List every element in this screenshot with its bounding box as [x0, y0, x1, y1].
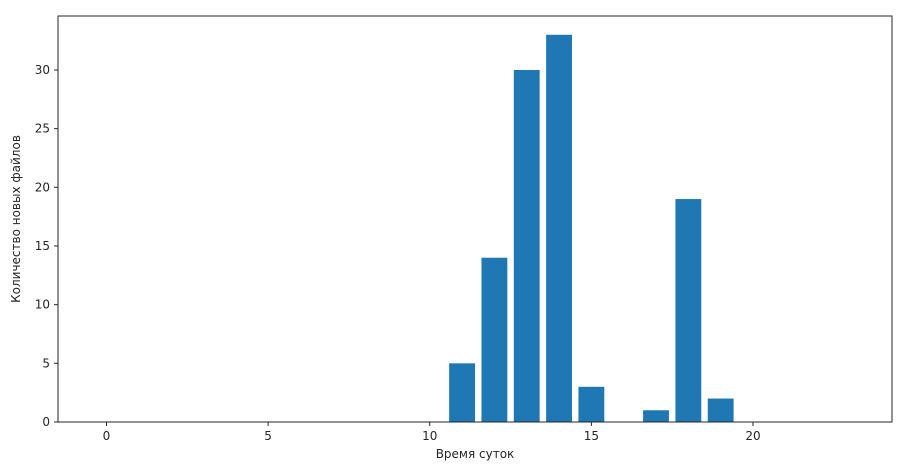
bar-13 [513, 69, 540, 422]
x-tick-label: 5 [264, 429, 272, 443]
y-tick-label: 5 [42, 356, 50, 370]
bar-19 [707, 398, 734, 422]
y-tick-label: 15 [35, 239, 50, 253]
bar-17 [643, 410, 669, 422]
bars-group [449, 34, 734, 423]
bar-14 [546, 34, 572, 423]
x-tick-label: 20 [745, 429, 760, 443]
y-tick-label: 10 [35, 298, 50, 312]
bar-15 [578, 386, 605, 422]
y-tick-label: 20 [35, 180, 50, 194]
y-tick-label: 0 [42, 415, 50, 429]
x-axis-ticks: 0 5 10 15 20 [103, 422, 761, 443]
x-tick-label: 15 [584, 429, 599, 443]
bar-11 [449, 363, 475, 422]
y-tick-label: 25 [35, 122, 50, 136]
y-axis-label: Количество новых файлов [9, 135, 23, 303]
x-tick-label: 10 [422, 429, 437, 443]
x-axis-label: Время суток [436, 447, 515, 461]
y-tick-label: 30 [35, 63, 50, 77]
plot-frame [57, 15, 893, 423]
x-tick-label: 0 [103, 429, 111, 443]
bar-18 [675, 199, 702, 422]
y-axis-ticks: 0 5 10 15 20 25 30 [35, 63, 58, 429]
bar-12 [481, 257, 508, 422]
